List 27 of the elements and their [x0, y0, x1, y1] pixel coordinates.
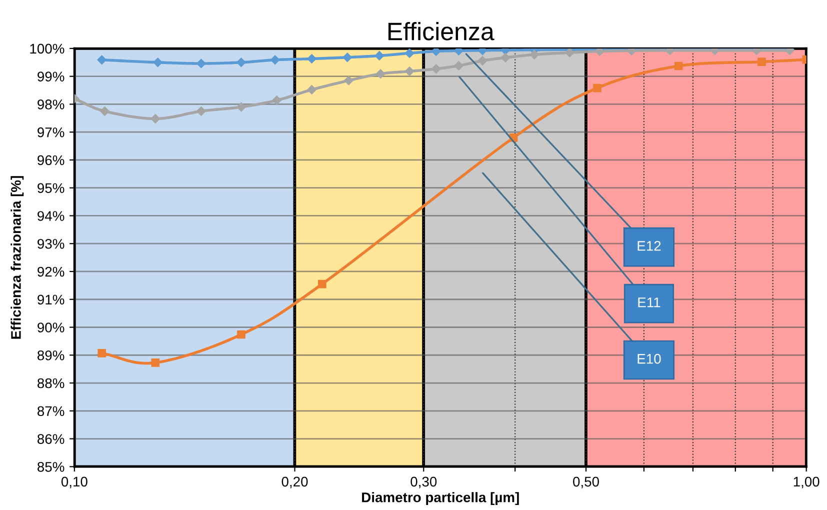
y-tick-label: 95% [38, 183, 64, 194]
y-tick-label: 90% [38, 322, 64, 332]
y-tick-label: 98% [38, 100, 64, 110]
y-tick-label: 91% [38, 294, 64, 305]
x-tick-label: 0,30 [410, 476, 437, 488]
y-tick-label: 89% [38, 350, 64, 360]
x-tick-label: 0,20 [282, 476, 308, 488]
y-tick-label: 100% [30, 44, 64, 54]
y-tick-label: 87% [38, 406, 64, 416]
x-tick-label: 1,00 [794, 476, 820, 488]
y-tick-label: 86% [38, 434, 64, 444]
y-axis-title: Efficienza frazionaria [%] [10, 176, 24, 339]
annotation: E11 [638, 298, 660, 308]
chart-title: Efficienza [388, 22, 494, 40]
y-tick-label: 94% [38, 211, 64, 221]
y-tick-label: 93% [38, 238, 64, 249]
annotation: E10 [638, 354, 661, 364]
y-tick-label: 99% [38, 72, 64, 82]
x-tick-label: 0,10 [61, 476, 88, 488]
y-tick-label: 85% [38, 462, 64, 472]
x-axis-title: Diametro particella [µm] [362, 492, 519, 506]
annotation: E12 [638, 240, 661, 251]
x-tick-label: 0,50 [573, 476, 599, 488]
y-tick-label: 96% [38, 155, 64, 166]
y-tick-label: 97% [38, 127, 64, 138]
y-tick-label: 92% [38, 266, 64, 277]
y-tick-label: 88% [38, 378, 64, 388]
